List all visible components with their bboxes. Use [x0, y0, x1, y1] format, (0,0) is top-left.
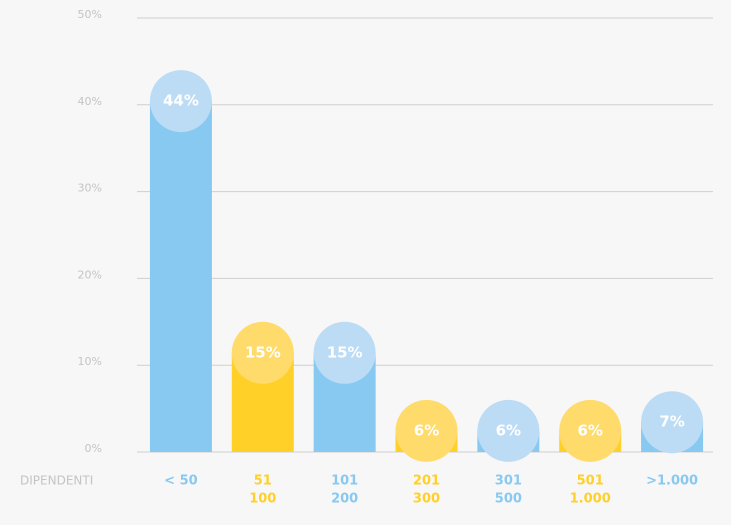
x-tick-label: 100 — [249, 492, 276, 507]
x-tick-label: 101 — [331, 474, 358, 489]
value-label: 7% — [659, 413, 684, 431]
x-tick-label: 1.000 — [570, 492, 611, 507]
value-label: 6% — [496, 421, 521, 439]
x-tick-label: 201 — [413, 474, 440, 489]
x-tick-label: < 50 — [164, 474, 198, 489]
bar-cap — [313, 321, 376, 384]
value-label: 6% — [577, 421, 602, 439]
bar-cap — [477, 399, 540, 462]
x-tick-label: 300 — [413, 492, 440, 507]
bar-cap — [395, 399, 458, 462]
x-tick-label: 200 — [331, 492, 358, 507]
y-tick-label: 0% — [85, 442, 102, 455]
x-tick-label: 301 — [495, 474, 522, 489]
x-tick-label: 501 — [577, 474, 604, 489]
y-tick-label: 50% — [78, 8, 102, 21]
x-tick-label: 51 — [254, 474, 272, 489]
value-label: 44% — [163, 92, 199, 110]
bar-cap — [559, 399, 622, 462]
bar-cap — [641, 391, 704, 454]
bar — [149, 101, 212, 452]
y-tick-label: 20% — [78, 268, 102, 281]
value-label: 15% — [327, 343, 363, 361]
value-label: 6% — [414, 421, 439, 439]
y-tick-label: 10% — [78, 355, 102, 368]
x-tick-label: 500 — [495, 492, 522, 507]
bar-cap — [149, 70, 212, 133]
x-tick-label: >1.000 — [646, 474, 698, 489]
bar-cap — [231, 321, 294, 384]
y-tick-label: 40% — [78, 95, 102, 108]
y-tick-label: 30% — [78, 182, 102, 195]
value-label: 15% — [245, 343, 281, 361]
x-axis-label: DIPENDENTI — [20, 474, 93, 488]
